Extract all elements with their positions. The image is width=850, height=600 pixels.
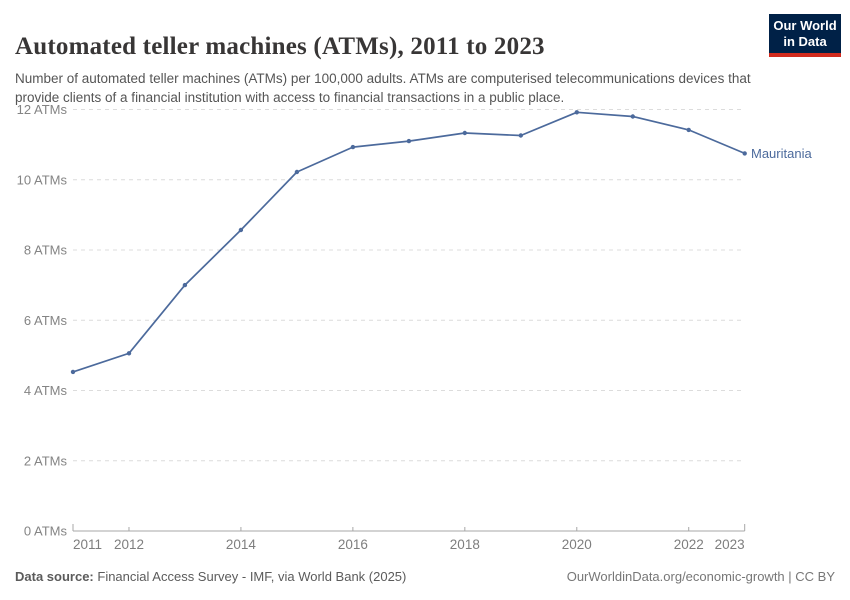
chart-subtitle: Number of automated teller machines (ATM… <box>15 70 751 105</box>
y-tick-label: 2 ATMs <box>24 453 68 468</box>
x-tick-label: 2020 <box>562 537 592 552</box>
page-title: Automated teller machines (ATMs), 2011 t… <box>15 32 545 60</box>
x-tick-label: 2011 <box>73 537 102 552</box>
y-tick-label: 0 ATMs <box>24 524 68 539</box>
data-point[interactable] <box>126 351 132 356</box>
data-point[interactable] <box>518 133 523 138</box>
data-point[interactable] <box>350 144 356 150</box>
data-point[interactable] <box>462 130 467 136</box>
x-tick-label: 2022 <box>674 537 704 552</box>
data-source-label: Data source: <box>15 569 94 584</box>
owid-logo-text-line1: Our World <box>773 17 837 33</box>
x-tick-label: 2014 <box>226 537 257 552</box>
data-point[interactable] <box>742 151 747 156</box>
y-tick-label: 6 ATMs <box>24 313 68 328</box>
y-tick-label: 10 ATMs <box>17 172 68 187</box>
license-note: OurWorldinData.org/economic-growth | CC … <box>566 569 835 584</box>
trend-line <box>72 111 746 373</box>
data-point[interactable] <box>630 114 635 119</box>
owid-logo[interactable]: Our World in Data <box>769 14 841 57</box>
data-point[interactable] <box>238 227 244 233</box>
data-source-note: Data source: Financial Access Survey - I… <box>15 569 406 584</box>
x-tick-label: 2016 <box>338 537 368 552</box>
x-tick-label: 2023 <box>715 537 745 552</box>
series-label-mauritania[interactable]: Mauritania <box>751 146 812 161</box>
data-point[interactable] <box>686 127 691 133</box>
data-point[interactable] <box>294 169 300 175</box>
data-source-text: Financial Access Survey - IMF, via World… <box>97 569 407 584</box>
x-tick-label: 2018 <box>450 537 480 552</box>
data-point[interactable] <box>182 282 188 288</box>
y-tick-label: 8 ATMs <box>24 243 68 258</box>
data-point[interactable] <box>406 138 412 144</box>
owid-logo-text-line2: in Data <box>783 33 827 49</box>
x-tick-label: 2012 <box>114 537 144 552</box>
data-point[interactable] <box>574 110 579 115</box>
chart-footer: Data source: Financial Access Survey - I… <box>15 569 835 584</box>
data-point[interactable] <box>70 369 76 375</box>
y-tick-label: 12 ATMs <box>17 102 68 117</box>
y-tick-label: 4 ATMs <box>24 383 68 398</box>
